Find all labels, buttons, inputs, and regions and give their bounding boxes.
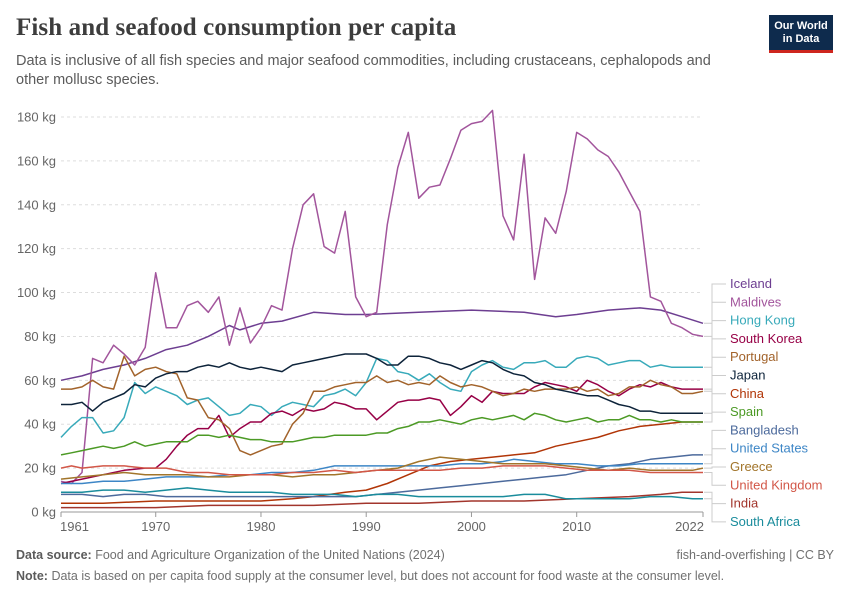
y-tick-label: 180 kg [17,110,56,125]
y-tick-label: 60 kg [24,373,56,388]
legend-connector [704,338,726,390]
data-source: Data source: Food and Agriculture Organi… [16,548,445,562]
data-source-text[interactable]: Food and Agriculture Organization of the… [95,548,445,562]
legend-connector [704,320,726,368]
legend-connector [704,356,726,392]
note-text: Data is based on per capita food supply … [51,569,725,583]
series-line-hong-kong[interactable] [60,355,703,438]
series-line-south-africa[interactable] [61,487,703,500]
legend-connector [704,393,726,423]
series-lines [60,109,704,509]
legend-label-united-states[interactable]: United States [730,441,809,456]
legend-label-spain[interactable]: Spain [730,404,763,419]
legend-connector [704,491,726,505]
y-tick-label: 20 kg [24,461,56,476]
grid-lines [61,116,703,513]
y-tick-label: 0 kg [31,505,56,520]
series-line-spain[interactable] [60,412,703,456]
y-tick-label: 160 kg [17,153,56,168]
x-tick-label: 1980 [247,519,276,534]
data-source-label: Data source: [16,548,92,562]
legend-connector [704,411,726,423]
x-tick-label: 1970 [141,519,170,534]
x-tick-label: 2010 [562,519,591,534]
legend-connector [704,283,726,324]
note-label: Note: [16,569,48,583]
legend-connector [704,429,726,456]
series-line-united-kingdom[interactable] [60,465,703,476]
x-axis-ticks: 1961 1970 1980 1990 2000 2010 2022 [60,512,704,534]
legend-label-portugal[interactable]: Portugal [730,349,779,364]
series-line-united-states[interactable] [61,458,703,485]
legend-connector [704,448,726,465]
series-line-iceland[interactable] [60,307,704,382]
series-line-china[interactable] [61,421,703,504]
legend-label-south-africa[interactable]: South Africa [730,514,801,529]
y-tick-label: 140 kg [17,197,56,212]
y-tick-label: 100 kg [17,285,56,300]
legend-connector [704,375,726,414]
legend-label-hong-kong[interactable]: Hong Kong [730,313,795,328]
series-line-portugal[interactable] [61,355,704,456]
y-axis-ticks: 0 kg 20 kg 40 kg 60 kg 80 kg 100 kg 120 kg 140 … [17,110,56,520]
series-line-maldives[interactable] [60,109,704,485]
y-tick-label: 80 kg [24,329,56,344]
legend-label-china[interactable]: China [730,386,765,401]
logo-line-1: Our World [774,20,828,32]
legend-label-india[interactable]: India [730,496,759,511]
legend: Iceland Maldives Hong Kong South Korea Portu… [704,276,823,529]
y-tick-label: 40 kg [24,417,56,432]
x-tick-label: 1990 [352,519,381,534]
chart-title: Fish and seafood consumption per capita [16,14,457,41]
logo-line-2: in Data [782,33,820,45]
legend-label-united-kingdom[interactable]: United Kingdom [730,477,823,492]
legend-label-iceland[interactable]: Iceland [730,276,772,291]
x-tick-label: 2000 [457,519,486,534]
series-line-south-korea[interactable] [60,379,703,485]
legend-connector [704,472,726,486]
legend-connector [704,498,726,523]
owid-logo[interactable]: Our World in Data [769,15,833,53]
legend-label-greece[interactable]: Greece [730,459,773,474]
chart-subtitle: Data is inclusive of all fish species an… [16,53,711,88]
legend-connector [704,466,726,469]
x-tick-label: 2022 [675,519,704,534]
series-line-india[interactable] [61,491,703,509]
legend-label-japan[interactable]: Japan [730,368,765,383]
y-tick-label: 120 kg [17,241,56,256]
license-text[interactable]: fish-and-overfishing | CC BY [676,548,834,562]
legend-label-south-korea[interactable]: South Korea [730,331,803,346]
legend-label-bangladesh[interactable]: Bangladesh [730,422,799,437]
x-tick-label: 1961 [60,519,89,534]
series-line-japan[interactable] [61,353,703,415]
chart-note: Note: Data is based on per capita food s… [16,569,724,583]
legend-connector [704,301,726,337]
legend-label-maldives[interactable]: Maldives [730,294,782,309]
